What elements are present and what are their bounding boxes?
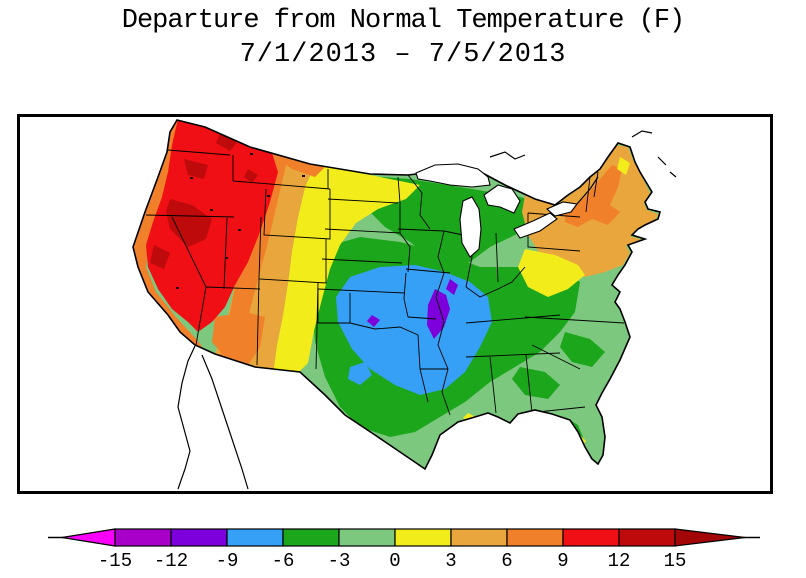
region-yellow-east	[518, 249, 585, 297]
region-green-carolinas	[560, 332, 605, 367]
lake-huron	[483, 184, 521, 214]
region-yellow-maine-coast	[617, 157, 630, 175]
region-purple-pocket-1	[427, 289, 450, 339]
region-darkred-nevada	[166, 199, 212, 247]
region-purple-pocket-2	[446, 279, 458, 295]
colorbar-segment-5	[394, 528, 452, 547]
region-green-georgia	[512, 367, 560, 399]
map-frame	[17, 114, 773, 494]
region-purple-pocket-3	[367, 315, 380, 327]
mexico-mainland-coast	[201, 354, 249, 490]
canada-st-lawrence	[576, 176, 599, 205]
colorbar-segment-9	[618, 528, 676, 547]
colorbar-tick-8: 9	[557, 550, 568, 572]
lake-michigan	[459, 196, 482, 258]
region-red-west	[146, 120, 278, 332]
colorbar-tick-6: 3	[445, 550, 456, 572]
canada-georgian-bay	[489, 151, 526, 160]
region-blue-texas-pocket	[348, 362, 372, 385]
colorbar: -15 -12 -9 -6 -3 0 3 6 9 12 15	[0, 514, 806, 573]
colorbar-segment-8	[562, 528, 620, 547]
colorbar-tick-4: -3	[328, 550, 351, 572]
colorbar-tick-0: -15	[98, 550, 132, 572]
colorbar-tick-9: 12	[608, 550, 631, 572]
colorbar-tick-7: 6	[501, 550, 512, 572]
colorbar-right-arrow	[674, 528, 746, 547]
colorbar-segment-6	[450, 528, 508, 547]
colorbar-tick-1: -12	[154, 550, 188, 572]
great-lakes	[415, 163, 578, 258]
us-temperature-map	[132, 119, 677, 490]
canada-maritimes-2	[657, 156, 667, 166]
colorbar-tick-3: -6	[272, 550, 295, 572]
baja-california-coast	[177, 345, 196, 490]
terrain-specks	[176, 153, 305, 289]
region-orange-new-england	[565, 165, 622, 227]
canada-maritimes-3	[669, 171, 677, 178]
region-darkred-california	[150, 245, 170, 269]
colorbar-segment-7	[506, 528, 564, 547]
foreign-coastlines	[177, 130, 677, 490]
colorbar-left-arrow	[61, 528, 116, 547]
lake-superior	[415, 163, 491, 188]
region-darkred-oregon	[184, 159, 208, 179]
title-line-1: Departure from Normal Temperature (F)	[121, 6, 686, 36]
colorbar-segment-0	[114, 528, 172, 547]
colorbar-segment-2	[226, 528, 284, 547]
region-yellow-band-west	[273, 163, 420, 379]
colorbar-segment-1	[170, 528, 228, 547]
chart-title: Departure from Normal Temperature (F) 7/…	[0, 6, 806, 70]
region-orange-arizona	[212, 312, 265, 365]
canada-maritimes-1	[631, 130, 653, 138]
title-line-2: 7/1/2013 – 7/5/2013	[239, 40, 567, 70]
colorbar-tick-5: 0	[389, 550, 400, 572]
colorbar-segment-4	[338, 528, 396, 547]
region-darkred-idaho	[244, 169, 258, 183]
state-borders	[145, 149, 625, 416]
lake-ontario	[545, 201, 578, 217]
us-outline	[132, 119, 661, 471]
region-darkred-washington	[216, 133, 238, 151]
colorbar-svg: -15 -12 -9 -6 -3 0 3 6 9 12 15	[48, 528, 760, 572]
colorbar-segment-3	[282, 528, 340, 547]
contour-fill-layer	[133, 120, 660, 469]
colorbar-tick-2: -9	[216, 550, 239, 572]
lake-erie	[513, 212, 558, 239]
region-blue-core	[336, 265, 492, 395]
colorbar-tick-10: 15	[664, 550, 687, 572]
